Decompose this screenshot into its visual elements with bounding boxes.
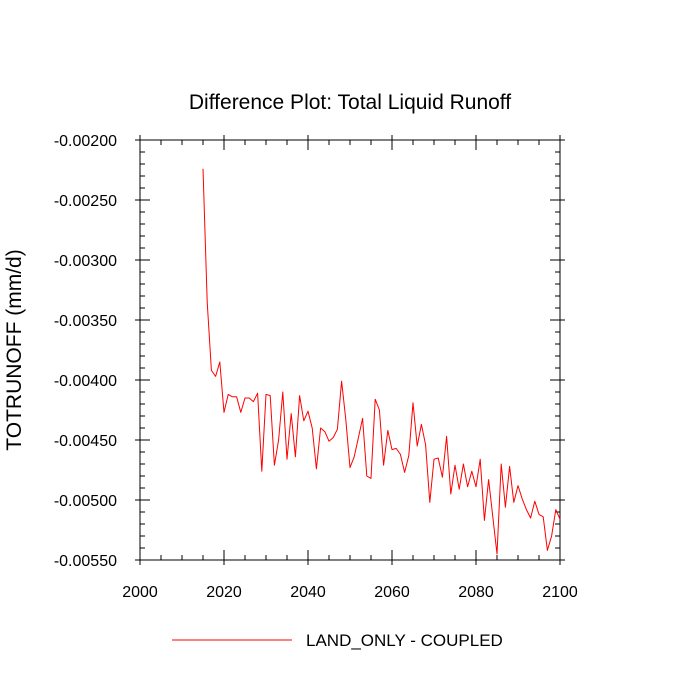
y-tick-label: -0.00450 — [54, 433, 117, 450]
x-tick-label: 2040 — [290, 584, 326, 601]
legend-label: LAND_ONLY - COUPLED — [306, 631, 503, 650]
y-tick-labels: -0.00200 -0.00250 -0.00300 -0.00350 -0.00400… — [54, 133, 117, 570]
x-tick-label: 2000 — [122, 584, 158, 601]
major-ticks — [135, 135, 565, 565]
y-axis-label: TOTRUNOFF (mm/d) — [3, 249, 26, 450]
x-tick-label: 2060 — [374, 584, 410, 601]
y-tick-label: -0.00350 — [54, 313, 117, 330]
y-tick-label: -0.00500 — [54, 493, 117, 510]
y-tick-label: -0.00300 — [54, 253, 117, 270]
y-tick-label: -0.00550 — [54, 553, 117, 570]
y-tick-label: -0.00200 — [54, 133, 117, 150]
legend: LAND_ONLY - COUPLED — [172, 631, 503, 650]
series-line — [202, 168, 561, 555]
plot-frame — [139, 139, 561, 561]
minor-ticks — [139, 139, 561, 561]
x-tick-labels: 2000 2020 2040 2060 2080 2100 — [122, 584, 578, 601]
x-tick-label: 2020 — [206, 584, 242, 601]
y-tick-label: -0.00400 — [54, 373, 117, 390]
x-tick-label: 2080 — [458, 584, 494, 601]
y-tick-label: -0.00250 — [54, 193, 117, 210]
series-layer — [202, 168, 561, 555]
chart-title: Difference Plot: Total Liquid Runoff — [189, 91, 511, 114]
x-tick-label: 2100 — [542, 584, 578, 601]
